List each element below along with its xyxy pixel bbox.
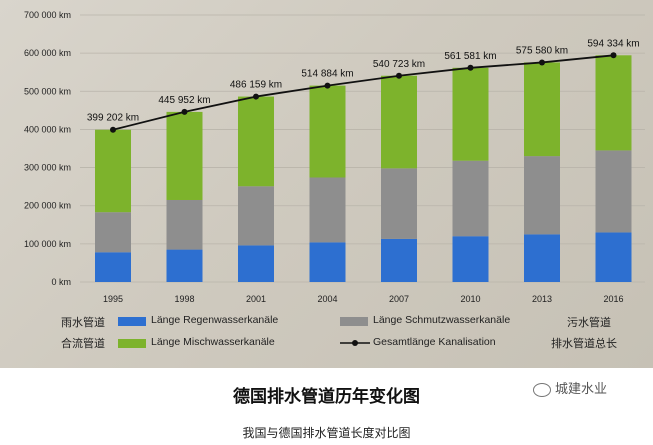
y-tick-label: 0 km [51, 277, 71, 287]
legend-swatch-waste [340, 317, 368, 326]
bar-segment-rain [381, 238, 417, 282]
bar-segment-rain [309, 242, 346, 282]
bar-segment-mixed [595, 55, 632, 151]
watermark-text: 城建水业 [555, 382, 608, 397]
total-length-point [610, 52, 617, 59]
data-label: 486 159 km [230, 80, 282, 91]
bar-segment-waste [309, 177, 346, 243]
figure-caption-subtitle: 我国与德国排水管道长度对比图 [242, 426, 411, 440]
legend-cn-rain: 雨水管道 [61, 316, 105, 329]
bar-segment-waste [452, 160, 489, 237]
bar-segment-rain [452, 236, 489, 282]
bar-segment-mixed [452, 67, 489, 161]
bar-segment-mixed [381, 75, 417, 169]
data-label: 514 884 km [301, 69, 353, 80]
legend-swatch-rain [118, 317, 146, 326]
x-tick-label: 1995 [103, 294, 123, 304]
y-tick-label: 200 000 km [24, 201, 71, 211]
wechat-icon [533, 382, 551, 397]
data-label: 561 581 km [444, 51, 496, 62]
legend-swatch-mixed [118, 339, 146, 348]
total-length-point [110, 126, 116, 133]
figure-caption-title: 德国排水管道历年变化图 [233, 387, 420, 407]
bar-segment-mixed [95, 129, 131, 213]
y-tick-label: 300 000 km [24, 163, 71, 173]
bar-segment-waste [524, 156, 560, 235]
bar-segment-mixed [166, 111, 203, 200]
x-tick-label: 1998 [174, 294, 194, 304]
bar-segment-rain [166, 249, 203, 282]
y-tick-label: 600 000 km [24, 48, 71, 58]
total-length-line [112, 54, 614, 131]
bar-segment-mixed [524, 62, 560, 157]
data-label: 575 580 km [516, 45, 568, 56]
total-length-point [467, 64, 474, 71]
stacked-bar-chart: 0 km 100 000 km 200 000 km 300 000 km 400 00… [24, 10, 645, 304]
bar-segment-rain [238, 245, 274, 282]
data-label: 445 952 km [158, 95, 210, 106]
bar-segment-rain [524, 234, 560, 282]
x-tick-label: 2004 [317, 294, 337, 304]
bar-segment-rain [95, 252, 131, 282]
total-length-point [539, 59, 545, 66]
y-tick-label: 400 000 km [24, 124, 71, 134]
legend-cn-mixed: 合流管道 [61, 337, 105, 350]
bar-segment-waste [166, 199, 203, 250]
x-tick-label: 2016 [603, 294, 623, 304]
legend-line-marker [340, 340, 370, 346]
bar-segment-waste [381, 168, 417, 239]
x-tick-label: 2010 [460, 294, 480, 304]
legend-label-waste: Länge Schmutzwasserkanäle [373, 314, 511, 326]
legend-label-mixed: Länge Mischwasserkanäle [151, 336, 275, 348]
bar-segment-waste [595, 150, 632, 233]
total-length-point [396, 72, 402, 79]
bar-segment-rain [595, 232, 632, 282]
legend-label-rain: Länge Regenwasserkanäle [151, 314, 279, 326]
bar-segment-mixed [238, 96, 274, 187]
total-length-point [253, 93, 259, 100]
bar-segment-mixed [309, 85, 346, 178]
legend-cn-waste: 污水管道 [567, 316, 611, 329]
x-tick-label: 2001 [246, 294, 266, 304]
legend-label-total: Gesamtlänge Kanalisation [373, 336, 496, 348]
x-tick-label: 2013 [532, 294, 552, 304]
data-label: 399 202 km [87, 113, 139, 124]
bar-segment-waste [238, 186, 274, 246]
y-tick-label: 500 000 km [24, 86, 71, 96]
watermark: 城建水业 [533, 378, 607, 397]
y-tick-label: 100 000 km [24, 239, 71, 249]
legend-cn-total: 排水管道总长 [551, 337, 617, 350]
bar-segment-waste [95, 212, 131, 253]
data-label: 594 334 km [587, 38, 639, 49]
x-tick-label: 2007 [389, 294, 409, 304]
data-label: 540 723 km [373, 59, 425, 70]
total-length-point [324, 82, 331, 89]
total-length-point [181, 108, 188, 115]
y-tick-label: 700 000 km [24, 10, 71, 20]
